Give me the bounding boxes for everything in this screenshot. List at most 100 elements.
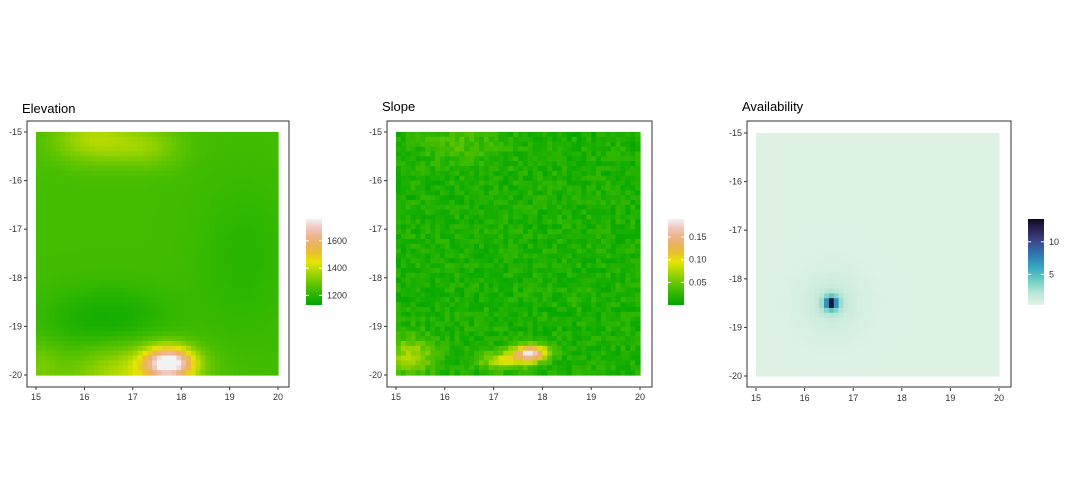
raster-cell xyxy=(224,243,231,250)
raster-cell xyxy=(630,263,636,269)
raster-cell xyxy=(132,336,139,342)
raster-cell xyxy=(405,253,412,259)
raster-cell xyxy=(200,340,206,347)
raster-cell xyxy=(239,224,245,230)
raster-cell xyxy=(400,214,407,221)
raster-cell xyxy=(65,224,71,230)
raster-cell xyxy=(263,204,269,211)
raster-cell xyxy=(469,331,475,337)
raster-cell xyxy=(571,297,578,303)
raster-cell xyxy=(205,287,211,293)
raster-cell xyxy=(415,350,421,357)
raster-cell xyxy=(65,268,71,274)
raster-cell xyxy=(508,258,514,264)
raster-cell xyxy=(103,336,110,342)
raster-cell xyxy=(503,185,509,191)
raster-cell xyxy=(420,170,426,177)
raster-cell xyxy=(610,258,617,264)
raster-cell xyxy=(55,166,61,172)
raster-cell xyxy=(210,136,216,143)
raster-cell xyxy=(50,297,56,303)
raster-cell xyxy=(84,156,90,162)
raster-cell xyxy=(493,175,500,182)
raster-cell xyxy=(123,200,129,206)
raster-cell xyxy=(615,224,622,230)
raster-cell xyxy=(498,132,504,138)
raster-cell xyxy=(181,321,187,327)
raster-cell xyxy=(454,292,461,298)
raster-cell xyxy=(586,365,592,371)
raster-cell xyxy=(620,297,626,303)
raster-cell xyxy=(498,170,504,177)
raster-cell xyxy=(132,243,139,250)
raster-cell xyxy=(94,185,100,191)
raster-cell xyxy=(591,287,597,293)
raster-cell xyxy=(547,238,553,245)
raster-cell xyxy=(591,268,597,274)
raster-cell xyxy=(513,156,519,162)
raster-cell xyxy=(635,268,641,274)
raster-cell xyxy=(234,234,240,240)
raster-cell xyxy=(157,200,163,206)
raster-cell xyxy=(210,302,216,308)
raster-cell xyxy=(508,234,514,240)
raster-cell xyxy=(152,331,158,337)
raster-cell xyxy=(210,161,216,167)
raster-cell xyxy=(571,204,578,211)
raster-cell xyxy=(430,146,436,153)
raster-cell xyxy=(263,180,269,187)
raster-cell xyxy=(205,180,211,187)
raster-cell xyxy=(263,336,269,342)
raster-cell xyxy=(166,326,173,332)
raster-cell xyxy=(157,360,163,366)
raster-cell xyxy=(552,282,558,289)
raster-cell xyxy=(45,272,52,279)
raster-cell xyxy=(215,180,221,187)
raster-cell xyxy=(591,253,597,259)
raster-cell xyxy=(176,272,182,279)
raster-cell xyxy=(69,350,76,357)
raster-cell xyxy=(248,238,255,245)
raster-cell xyxy=(118,204,124,211)
raster-cell xyxy=(415,195,421,201)
raster-cell xyxy=(79,268,85,274)
raster-cell xyxy=(171,175,177,182)
raster-cell xyxy=(478,141,485,148)
raster-cell xyxy=(615,156,622,162)
raster-cell xyxy=(234,277,240,284)
raster-cell xyxy=(94,302,100,308)
raster-cell xyxy=(113,306,119,313)
raster-cell xyxy=(591,204,597,211)
raster-cell xyxy=(190,175,197,182)
raster-cell xyxy=(248,282,255,289)
raster-cell xyxy=(94,287,100,293)
raster-cell xyxy=(537,360,543,366)
raster-cell xyxy=(132,326,139,332)
raster-cell xyxy=(137,292,144,298)
raster-cell xyxy=(195,136,202,143)
raster-cell xyxy=(630,365,636,371)
raster-cell xyxy=(396,238,402,245)
raster-cell xyxy=(40,268,47,274)
raster-cell xyxy=(459,156,465,162)
raster-cell xyxy=(449,311,456,318)
raster-cell xyxy=(415,302,421,308)
raster-cell xyxy=(498,200,504,206)
raster-cell xyxy=(142,326,148,332)
raster-cell xyxy=(253,253,260,259)
raster-cell xyxy=(79,141,85,148)
raster-cell xyxy=(186,345,192,352)
raster-cell xyxy=(561,365,568,371)
raster-cell xyxy=(253,185,260,191)
raster-cell xyxy=(635,355,641,362)
raster-cell xyxy=(79,282,85,289)
raster-cell xyxy=(522,263,529,269)
raster-cell xyxy=(620,185,626,191)
raster-cell xyxy=(69,316,76,323)
raster-cell xyxy=(464,316,470,323)
raster-cell xyxy=(483,132,490,138)
raster-cell xyxy=(190,365,197,371)
raster-cell xyxy=(600,156,607,162)
raster-cell xyxy=(147,195,153,201)
raster-cell xyxy=(103,243,110,250)
